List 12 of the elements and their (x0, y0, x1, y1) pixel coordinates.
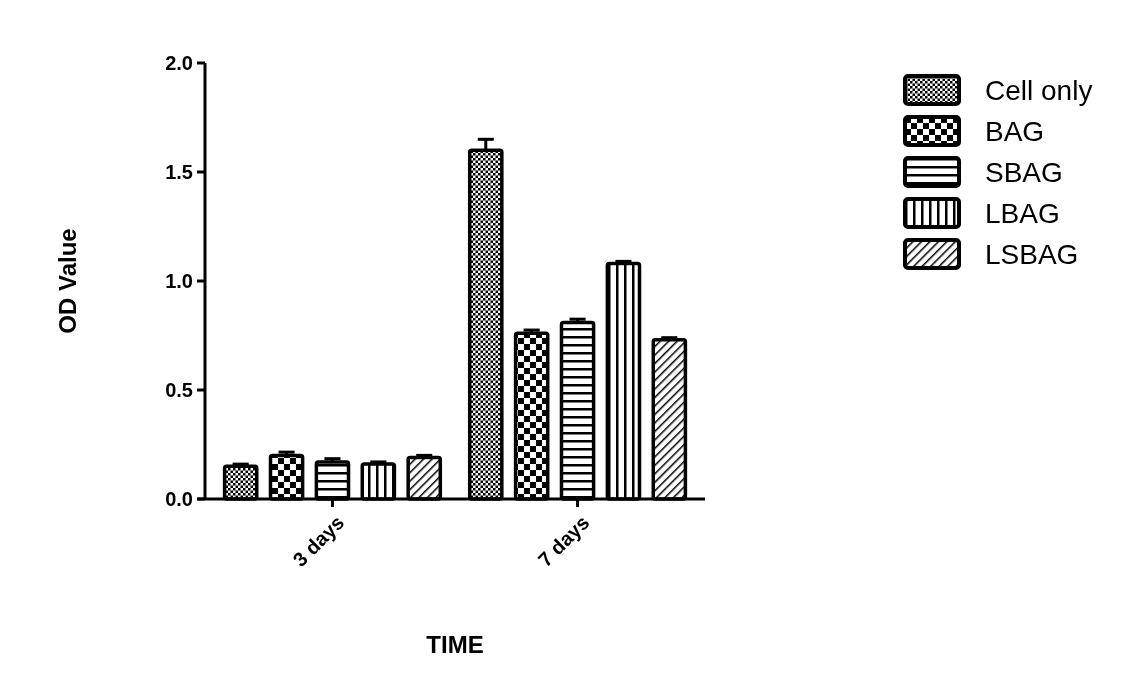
legend-label: LSBAG (985, 238, 1079, 270)
legend-label: SBAG (985, 156, 1063, 188)
legend-label: LBAG (985, 197, 1060, 229)
x-axis-title: TIME (426, 631, 484, 658)
legend-label: BAG (985, 115, 1045, 147)
y-tick-label: 0.0 (165, 488, 193, 510)
y-tick-label: 2.0 (165, 52, 193, 74)
y-tick-label: 0.5 (165, 379, 193, 401)
y-tick-label: 1.5 (165, 161, 193, 183)
y-axis-title: OD Value (54, 228, 81, 334)
y-tick-label: 1.0 (165, 270, 193, 292)
legend-label: Cell only (985, 74, 1093, 106)
